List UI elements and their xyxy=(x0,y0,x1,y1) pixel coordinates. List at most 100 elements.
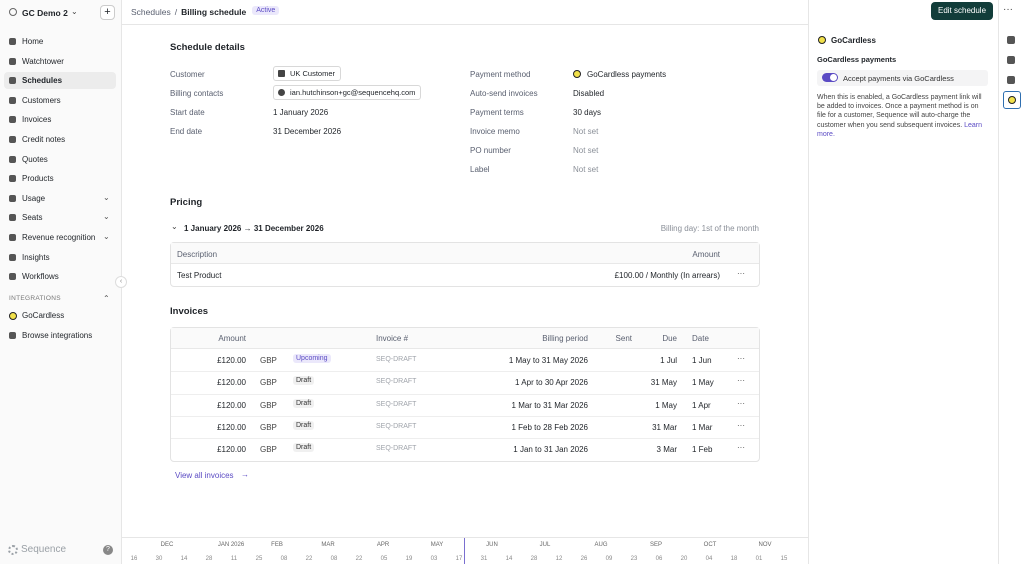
cell: GBP xyxy=(260,356,277,365)
day-label: 22 xyxy=(355,556,363,562)
field-label: Billing contacts xyxy=(170,89,224,98)
row-menu[interactable]: ··· xyxy=(737,376,745,386)
field-value: 1 January 2026 xyxy=(273,108,329,117)
chevron: ⌄ xyxy=(171,222,178,231)
field-value: Not set xyxy=(573,165,599,174)
day-label: 14 xyxy=(505,556,513,562)
day-label: 12 xyxy=(555,556,563,562)
link[interactable]: View all invoices xyxy=(175,471,234,480)
cell: 1 Feb xyxy=(692,445,713,455)
cell: SEQ-DRAFT xyxy=(376,356,417,363)
column-header: Due xyxy=(662,334,677,343)
gc-icon xyxy=(573,70,581,78)
nav-item[interactable]: Revenue recognition xyxy=(22,233,96,242)
cell: GBP xyxy=(260,400,277,410)
invoice-table xyxy=(170,327,760,462)
cell: Test Product xyxy=(177,271,222,280)
cell: 1 May to 31 May 2026 xyxy=(508,356,588,365)
breadcrumb: / xyxy=(174,7,178,17)
column-header: Date xyxy=(692,334,709,343)
integration-item[interactable]: GoCardless xyxy=(22,311,65,320)
month-label: MAY xyxy=(430,542,444,548)
workspace-name[interactable]: GC Demo 2 xyxy=(22,8,68,18)
breadcrumb[interactable]: Schedules xyxy=(131,7,171,17)
collapse-button[interactable]: ‹ xyxy=(115,276,127,288)
day-label: 08 xyxy=(330,556,338,562)
day-label: 28 xyxy=(205,556,213,562)
nav-item[interactable]: Usage xyxy=(22,193,46,203)
day-label: 31 xyxy=(480,556,488,562)
nav-item[interactable]: Quotes xyxy=(22,154,48,164)
row-divider xyxy=(171,415,759,417)
rail-icon[interactable] xyxy=(1007,36,1015,44)
nav-icon xyxy=(9,96,16,104)
brand-name: Sequence xyxy=(21,544,67,555)
chip[interactable]: ian.hutchinson+gc@sequencehq.com xyxy=(273,85,422,100)
cell: SEQ-DRAFT xyxy=(376,422,417,430)
nav-item[interactable]: Customers xyxy=(22,95,61,105)
nav-icon xyxy=(9,155,16,163)
day-label: 20 xyxy=(680,556,688,562)
field-label: Invoice memo xyxy=(470,127,520,136)
cell: 1 Apr xyxy=(692,400,711,410)
field-value: 30 days xyxy=(573,108,602,117)
nav-item[interactable]: Home xyxy=(22,37,44,46)
nav-icon xyxy=(9,214,16,222)
rail-icon[interactable] xyxy=(1007,56,1015,64)
billing-day: Billing day: 1st of the month xyxy=(660,224,759,233)
gc-icon xyxy=(9,312,17,320)
nav-item[interactable]: Insights xyxy=(22,252,50,262)
field-value: Not set xyxy=(573,146,599,155)
period[interactable]: 1 January 2026 → 31 December 2026 xyxy=(184,224,324,233)
nav-item[interactable]: Invoices xyxy=(22,115,52,125)
nav-icon xyxy=(9,38,16,45)
field-value: Not set xyxy=(573,127,599,136)
row-menu[interactable]: ··· xyxy=(737,420,745,430)
row-menu[interactable]: ··· xyxy=(737,398,745,408)
day-label: 04 xyxy=(705,556,713,562)
day-label: 23 xyxy=(630,556,638,562)
column-header: Amount xyxy=(692,250,720,259)
month-label: JUN xyxy=(486,542,498,548)
nav-active-bg xyxy=(4,72,116,90)
integration-item[interactable]: Browse integrations xyxy=(22,330,93,340)
nav-item[interactable]: Seats xyxy=(22,213,43,223)
row-menu[interactable]: ··· xyxy=(737,269,745,278)
status-badge: Draft xyxy=(293,443,315,453)
nav-item[interactable]: Products xyxy=(22,174,54,184)
day-label: 06 xyxy=(655,556,663,562)
cell: £120.00 xyxy=(217,356,246,365)
chip[interactable]: UK Customer xyxy=(273,66,342,81)
cell: 1 Mar xyxy=(692,422,713,432)
panel-title: GoCardless xyxy=(831,36,876,45)
row-divider xyxy=(171,438,759,440)
day-label: 19 xyxy=(405,556,413,562)
more-button[interactable]: ··· xyxy=(1003,4,1013,15)
rail-selected[interactable] xyxy=(1003,91,1021,109)
cell: £120.00 xyxy=(217,400,246,410)
cell: 1 May xyxy=(692,378,714,388)
rail-icon[interactable] xyxy=(1007,76,1015,84)
pricing-table xyxy=(170,242,760,287)
panel-description: When this is enabled, a GoCardless payme… xyxy=(817,94,982,138)
field-label: Auto-send invoices xyxy=(470,89,538,98)
edit-button[interactable]: Edit schedule xyxy=(931,2,993,20)
day-label: 30 xyxy=(155,556,163,562)
nav-icon xyxy=(9,116,16,124)
month-label: MAR xyxy=(321,542,335,548)
panel-subtitle: GoCardless payments xyxy=(817,55,897,64)
learn-more-link[interactable]: Learn more. xyxy=(817,121,982,138)
row-menu[interactable]: ··· xyxy=(737,354,745,363)
gc-icon xyxy=(818,36,826,44)
new-button[interactable]: + xyxy=(100,5,115,20)
month-label: NOV xyxy=(758,542,772,548)
nav-item[interactable]: Watchtower xyxy=(22,56,64,66)
day-label: 25 xyxy=(255,556,263,562)
nav-icon xyxy=(9,136,16,143)
day-label: 16 xyxy=(130,556,138,562)
nav-item[interactable]: Schedules xyxy=(22,76,63,86)
nav-item[interactable]: Workflows xyxy=(22,272,59,282)
row-menu[interactable]: ··· xyxy=(737,443,745,453)
nav-item[interactable]: Credit notes xyxy=(22,135,66,144)
help-icon[interactable]: ? xyxy=(103,545,113,555)
